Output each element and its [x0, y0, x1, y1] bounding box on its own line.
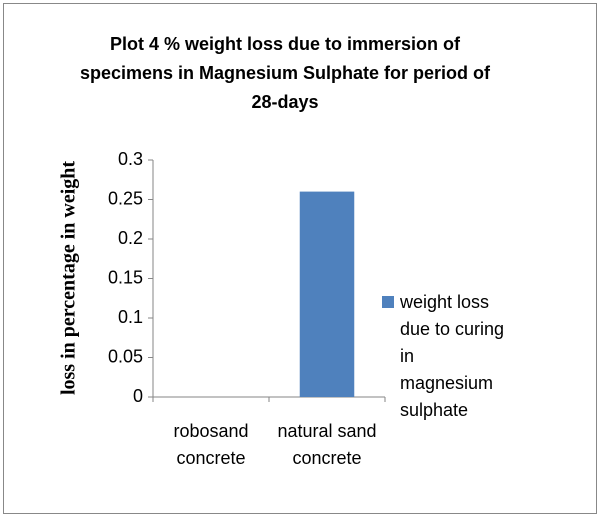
legend-swatch [382, 296, 394, 308]
x-tick-label: natural sand concrete [277, 421, 377, 468]
chart-border [3, 3, 597, 514]
chart-title: Plot 4 % weight loss due to immersion of… [79, 34, 491, 112]
x-tick-label: robosand concrete [173, 421, 249, 468]
y-tick-label: 0.2 [118, 228, 143, 248]
y-tick-label: 0.1 [118, 307, 143, 327]
y-tick-label: 0.3 [118, 149, 143, 169]
y-axis-label: loss in percentage in weight [58, 161, 80, 395]
y-tick-label: 0 [133, 386, 143, 406]
y-tick-label: 0.15 [108, 267, 143, 287]
y-tick-label: 0.05 [108, 346, 143, 366]
bar [299, 191, 355, 397]
legend-label: weight loss due to curing in magnesium s… [400, 292, 505, 420]
y-tick-label: 0.25 [108, 188, 143, 208]
